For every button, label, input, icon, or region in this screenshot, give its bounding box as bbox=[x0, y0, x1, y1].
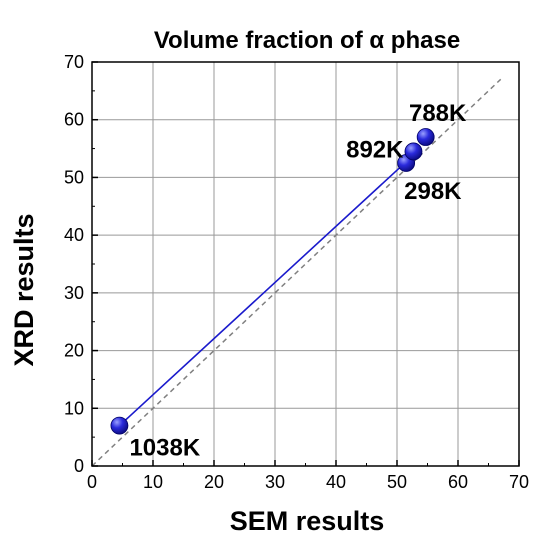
data-point bbox=[110, 416, 129, 435]
grid bbox=[92, 62, 519, 466]
y-tick-label: 0 bbox=[74, 456, 84, 476]
x-tick-label: 30 bbox=[265, 472, 285, 492]
data-point bbox=[416, 128, 435, 146]
point-label: 1038K bbox=[129, 435, 200, 462]
point-label: 788K bbox=[409, 100, 467, 127]
y-tick-label: 50 bbox=[64, 167, 84, 187]
y-tick-label: 40 bbox=[64, 225, 84, 245]
y-tick-label: 20 bbox=[64, 341, 84, 361]
fit-line bbox=[118, 158, 410, 427]
y-tick-label: 30 bbox=[64, 283, 84, 303]
x-tick-label: 40 bbox=[326, 472, 346, 492]
x-tick-label: 10 bbox=[143, 472, 163, 492]
data-point bbox=[404, 142, 423, 161]
x-tick-label: 20 bbox=[204, 472, 224, 492]
x-tick-label: 70 bbox=[509, 472, 529, 492]
point-label: 298K bbox=[404, 178, 462, 205]
x-tick-label: 50 bbox=[387, 472, 407, 492]
y-tick-label: 60 bbox=[64, 110, 84, 130]
x-tick-label: 60 bbox=[448, 472, 468, 492]
point-label: 892K bbox=[346, 136, 404, 163]
reference-line bbox=[91, 78, 502, 467]
axis-ticks: 0 10 20 30 40 50 60 70 0 10 20 30 40 50 60 70 bbox=[64, 52, 529, 492]
chart-title: Volume fraction of α phase bbox=[154, 27, 460, 54]
y-axis-title: XRD results bbox=[9, 213, 39, 366]
y-tick-label: 70 bbox=[64, 52, 84, 72]
x-axis-title: SEM results bbox=[230, 506, 385, 536]
y-tick-label: 10 bbox=[64, 398, 84, 418]
x-tick-label: 0 bbox=[87, 472, 97, 492]
